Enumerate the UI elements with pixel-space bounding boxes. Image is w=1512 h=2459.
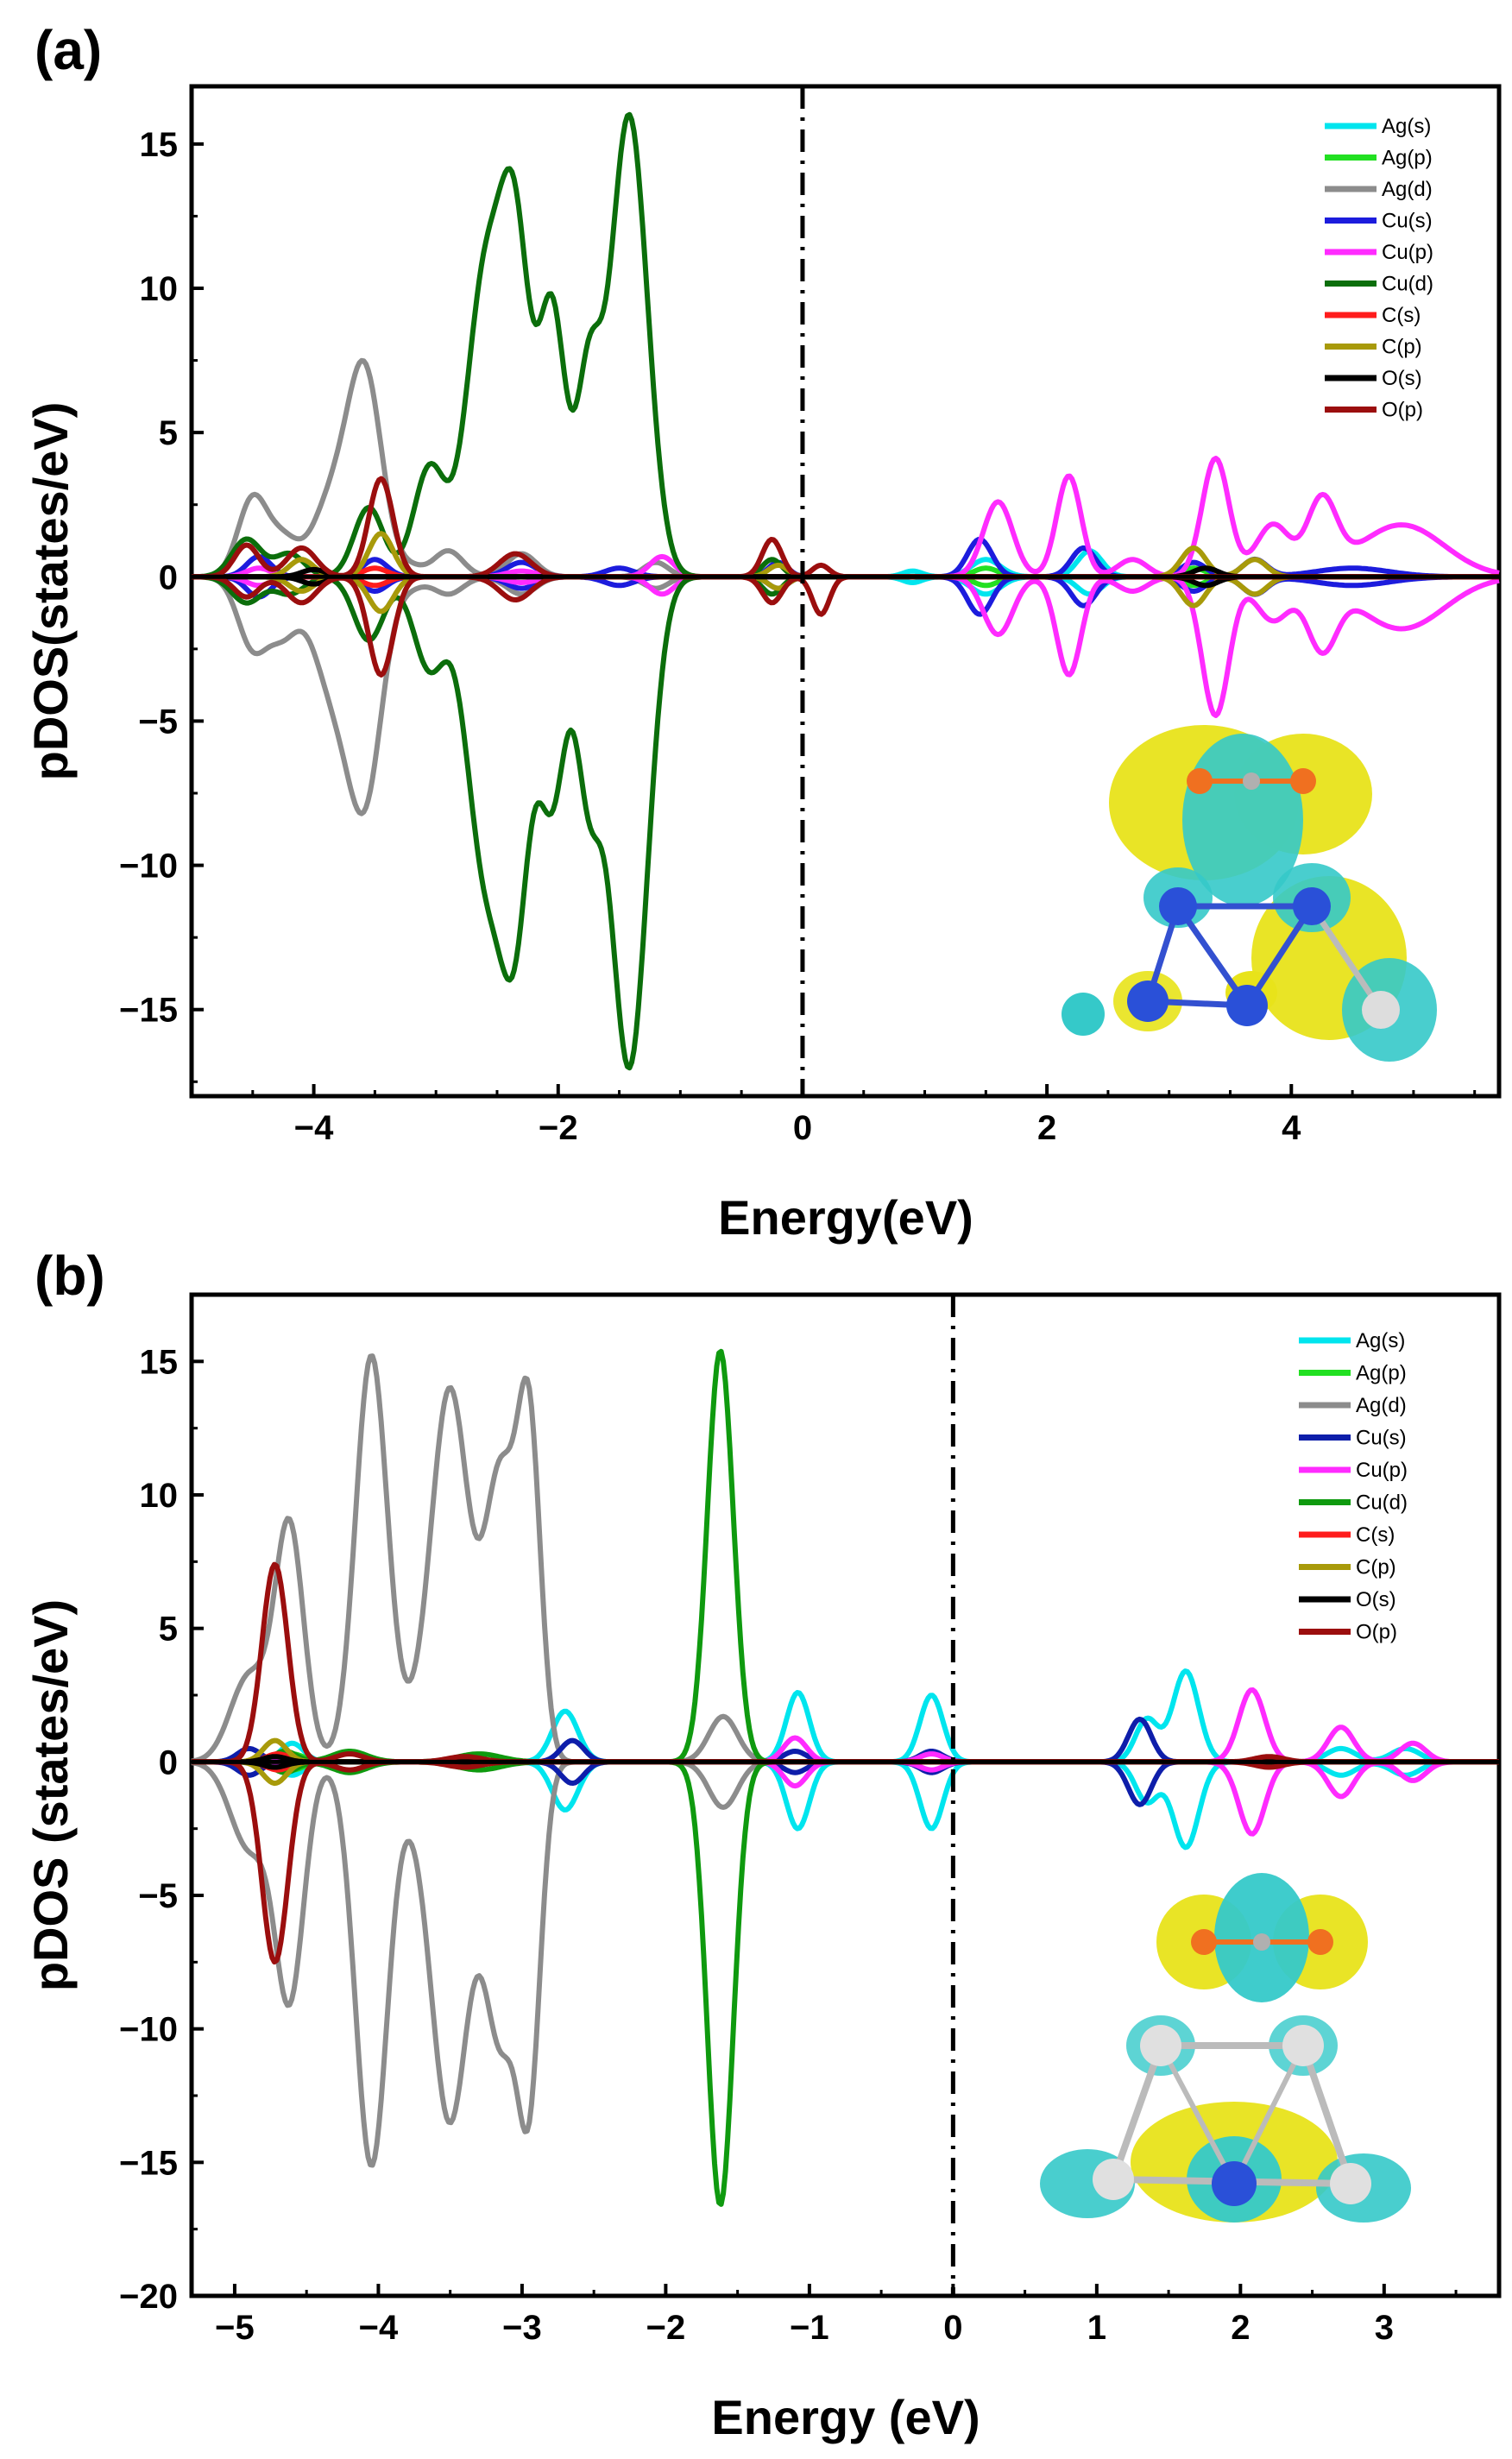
x-tick-label: 4	[1282, 1109, 1301, 1147]
panel-a-ticks: −4 −2 0 2 4 −15 −10 −5 0 5 10 15	[119, 126, 1477, 1147]
panel-b-plot-frame	[189, 1292, 1502, 2298]
x-tick-label: 0	[943, 2309, 962, 2347]
panel-a-series	[191, 111, 1500, 1071]
legend-label: C(s)	[1356, 1523, 1395, 1547]
y-tick-label: −5	[138, 1877, 178, 1915]
legend-label: Cu(s)	[1382, 210, 1433, 233]
panel-b-legend: Ag(s) Ag(p) Ag(d) Cu(s) Cu(p) Cu(d) C(s) C(p) O(…	[1299, 1329, 1408, 1644]
legend-label: Ag(d)	[1356, 1394, 1407, 1417]
series-line-o-p-spin-up	[191, 1561, 1500, 1765]
y-tick-label: −20	[119, 2278, 178, 2316]
series-line-cu-d-spin-up	[191, 1348, 1500, 1765]
panel-a-x-axis-title: Energy(eV)	[718, 1190, 973, 1245]
x-tick-label: −5	[215, 2309, 255, 2347]
panel-b-series	[191, 1348, 1500, 2207]
legend-label: Cu(d)	[1382, 273, 1433, 296]
series-line-cu-s-spin-down	[191, 1759, 1500, 1807]
legend-label: Cu(s)	[1356, 1427, 1407, 1450]
y-tick-label: 5	[159, 1611, 178, 1649]
series-line-cu-s-spin-up	[191, 1716, 1500, 1765]
panel-a-inset-charge-density	[1062, 725, 1437, 1062]
panel-b-y-axis-title: pDOS (states/eV)	[23, 1599, 78, 1991]
y-tick-label: 0	[159, 558, 178, 596]
series-line-cu-p-spin-up	[191, 1687, 1500, 1765]
panel-a-label: (a)	[35, 19, 102, 81]
panel-a: (a) −4 −2 0 2 4 −15 −10 −5 0 5 10 15 Ag(s) Ag(p) Ag(d…	[23, 19, 1502, 1245]
panel-a-y-axis-title: pDOS(states/eV)	[23, 402, 78, 781]
y-tick-label: 0	[159, 1743, 178, 1781]
y-tick-label: 10	[140, 270, 179, 308]
legend-label: O(p)	[1382, 399, 1423, 422]
x-tick-label: 2	[1231, 2309, 1250, 2347]
panel-a-legend: Ag(s) Ag(p) Ag(d) Cu(s) Cu(p) Cu(d) C(s) C(p) O(…	[1325, 115, 1433, 422]
legend-label: Cu(p)	[1382, 241, 1433, 264]
y-tick-label: 10	[140, 1477, 179, 1515]
legend-label: Cu(d)	[1356, 1491, 1408, 1515]
y-tick-label: −15	[119, 992, 178, 1030]
legend-label: Ag(p)	[1382, 147, 1433, 170]
x-tick-label: −4	[294, 1109, 334, 1147]
x-tick-label: 0	[793, 1109, 812, 1147]
x-tick-label: −2	[539, 1109, 578, 1147]
series-line-ag-d-spin-up	[191, 1353, 1500, 1765]
series-line-o-p-spin-down	[191, 574, 1500, 678]
legend-label: C(p)	[1356, 1556, 1396, 1579]
legend-label: O(p)	[1356, 1621, 1397, 1644]
legend-label: C(p)	[1382, 336, 1422, 359]
x-tick-label: 3	[1375, 2309, 1394, 2347]
x-tick-label: 1	[1087, 2309, 1106, 2347]
y-tick-label: 5	[159, 414, 178, 452]
series-line-ag-s-spin-down	[191, 1759, 1500, 1851]
x-tick-label: −3	[502, 2309, 542, 2347]
legend-label: C(s)	[1382, 304, 1421, 327]
legend-label: Ag(p)	[1356, 1362, 1407, 1385]
x-tick-label: −1	[790, 2309, 829, 2347]
panel-b-x-axis-title: Energy (eV)	[711, 2390, 980, 2444]
y-tick-label: −15	[119, 2144, 178, 2182]
legend-label: O(s)	[1382, 367, 1422, 390]
panel-b-inset-charge-density	[1040, 1873, 1411, 2223]
y-tick-label: 15	[140, 126, 179, 164]
legend-label: Cu(p)	[1356, 1459, 1408, 1482]
y-tick-label: 15	[140, 1343, 179, 1381]
y-tick-label: −10	[119, 2011, 178, 2049]
y-tick-label: −10	[119, 848, 178, 886]
legend-label: Ag(s)	[1382, 115, 1431, 138]
y-tick-label: −5	[138, 703, 178, 741]
panel-b-label: (b)	[35, 1245, 105, 1307]
series-line-cu-p-spin-down	[191, 574, 1500, 718]
series-line-cu-p-spin-down	[191, 1759, 1500, 1837]
x-tick-label: 2	[1037, 1109, 1056, 1147]
legend-label: O(s)	[1356, 1588, 1396, 1611]
x-tick-label: −4	[359, 2309, 399, 2347]
x-tick-label: −2	[646, 2309, 686, 2347]
legend-label: Ag(d)	[1382, 178, 1433, 201]
series-line-ag-s-spin-up	[191, 1668, 1500, 1765]
legend-label: Ag(s)	[1356, 1329, 1405, 1352]
panel-a-plot-frame	[189, 84, 1502, 1099]
